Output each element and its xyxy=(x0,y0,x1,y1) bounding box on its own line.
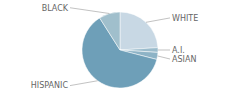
slice-label: HISPANIC xyxy=(31,81,69,90)
leader-line xyxy=(158,50,170,51)
leader-lines xyxy=(70,8,170,86)
leader-line xyxy=(146,18,170,22)
slice-label: A.I. xyxy=(172,46,185,55)
leader-line xyxy=(158,56,170,59)
slice-label: ASIAN xyxy=(172,55,196,64)
pie-slice xyxy=(120,12,158,50)
slice-label: BLACK xyxy=(42,4,69,13)
chart: WHITE A.I.ASIAN HISPANIC BLACK xyxy=(0,0,240,100)
pie-slice xyxy=(100,12,120,50)
pie xyxy=(82,12,158,88)
labels: WHITE A.I.ASIAN HISPANIC BLACK xyxy=(31,4,198,91)
slice-label: WHITE xyxy=(172,14,198,23)
leader-line xyxy=(70,8,109,14)
leader-line xyxy=(70,81,98,86)
